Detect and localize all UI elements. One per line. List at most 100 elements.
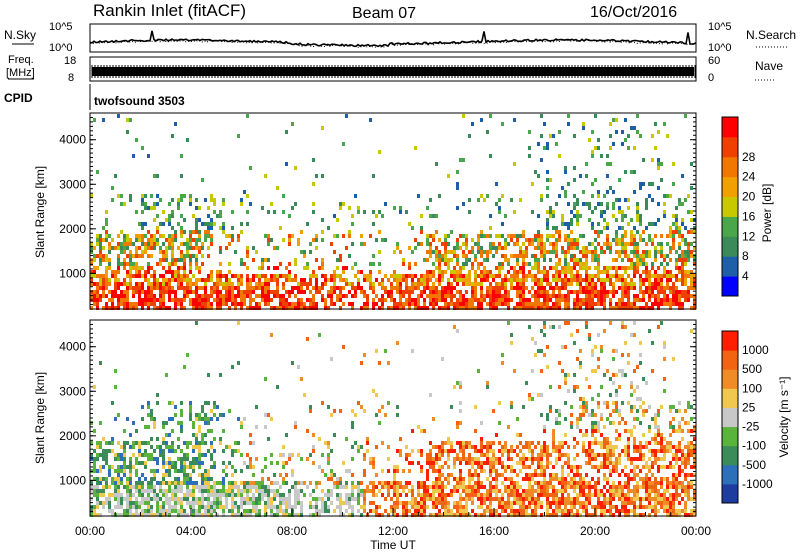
range-gate-cell (504, 465, 507, 469)
range-gate-cell (93, 477, 96, 481)
range-gate-cell (474, 461, 477, 465)
range-gate-cell (489, 242, 492, 246)
range-gate-cell (381, 298, 384, 302)
range-gate-cell (426, 306, 429, 310)
range-gate-cell (162, 222, 165, 226)
range-gate-cell (591, 278, 594, 282)
range-gate-cell (654, 234, 657, 238)
range-gate-cell (372, 262, 375, 266)
range-gate-cell (438, 489, 441, 493)
range-gate-cell (579, 501, 582, 505)
range-gate-cell (540, 485, 543, 489)
range-gate-cell (435, 278, 438, 282)
range-gate-cell (324, 493, 327, 497)
range-gate-cell (543, 481, 546, 485)
nave-tick-high: 60 (708, 55, 720, 67)
range-gate-cell (444, 441, 447, 445)
range-gate-cell (591, 465, 594, 469)
range-gate-cell (618, 198, 621, 202)
range-gate-cell (96, 481, 99, 485)
range-gate-cell (510, 278, 513, 282)
range-gate-cell (456, 513, 459, 517)
range-gate-cell (99, 421, 102, 425)
range-gate-cell (111, 449, 114, 453)
range-gate-cell (192, 306, 195, 310)
range-gate-cell (147, 238, 150, 242)
range-gate-cell (468, 477, 471, 481)
range-gate-cell (477, 262, 480, 266)
range-gate-cell (444, 270, 447, 274)
range-gate-cell (513, 242, 516, 246)
range-gate-cell (546, 497, 549, 501)
range-gate-cell (609, 457, 612, 461)
range-gate-cell (594, 246, 597, 250)
range-gate-cell (288, 453, 291, 457)
range-gate-cell (600, 278, 603, 282)
range-gate-cell (564, 433, 567, 437)
range-gate-cell (555, 477, 558, 481)
range-gate-cell (693, 282, 696, 286)
range-gate-cell (141, 146, 144, 150)
range-gate-cell (579, 489, 582, 493)
range-gate-cell (486, 457, 489, 461)
range-gate-cell (678, 234, 681, 238)
range-gate-cell (492, 441, 495, 445)
range-gate-cell (591, 302, 594, 306)
range-gate-cell (495, 282, 498, 286)
range-gate-cell (315, 505, 318, 509)
range-gate-cell (237, 238, 240, 242)
range-gate-cell (372, 302, 375, 306)
range-gate-cell (300, 230, 303, 234)
range-gate-cell (117, 194, 120, 198)
range-gate-cell (396, 306, 399, 310)
range-gate-cell (585, 298, 588, 302)
range-gate-cell (456, 441, 459, 445)
range-gate-cell (114, 493, 117, 497)
range-gate-cell (468, 485, 471, 489)
range-gate-cell (174, 262, 177, 266)
range-gate-cell (93, 485, 96, 489)
range-gate-cell (612, 481, 615, 485)
range-gate-cell (180, 286, 183, 290)
range-gate-cell (282, 493, 285, 497)
range-gate-cell (96, 513, 99, 517)
range-gate-cell (558, 262, 561, 266)
range-gate-cell (570, 469, 573, 473)
range-gate-cell (144, 497, 147, 501)
range-gate-cell (171, 493, 174, 497)
range-gate-cell (195, 262, 198, 266)
range-gate-cell (180, 413, 183, 417)
range-gate-cell (360, 290, 363, 294)
range-gate-cell (411, 429, 414, 433)
range-gate-cell (399, 306, 402, 310)
range-gate-cell (606, 497, 609, 501)
range-gate-cell (276, 513, 279, 517)
range-gate-cell (261, 266, 264, 270)
range-gate-cell (591, 353, 594, 357)
range-gate-cell (102, 453, 105, 457)
range-gate-cell (591, 258, 594, 262)
range-gate-cell (579, 262, 582, 266)
range-gate-cell (123, 469, 126, 473)
range-gate-cell (621, 142, 624, 146)
range-gate-cell (474, 449, 477, 453)
range-gate-cell (177, 298, 180, 302)
range-gate-cell (297, 493, 300, 497)
range-gate-cell (123, 306, 126, 310)
range-gate-cell (168, 286, 171, 290)
range-gate-cell (564, 417, 567, 421)
range-gate-cell (540, 158, 543, 162)
range-gate-cell (612, 469, 615, 473)
range-gate-cell (174, 238, 177, 242)
range-gate-cell (576, 294, 579, 298)
range-gate-cell (411, 250, 414, 254)
range-gate-cell (414, 238, 417, 242)
range-gate-cell (204, 282, 207, 286)
range-gate-cell (600, 445, 603, 449)
range-gate-cell (615, 445, 618, 449)
range-gate-cell (492, 306, 495, 310)
range-gate-cell (567, 202, 570, 206)
range-gate-cell (258, 266, 261, 270)
range-gate-cell (450, 302, 453, 306)
range-gate-cell (492, 497, 495, 501)
